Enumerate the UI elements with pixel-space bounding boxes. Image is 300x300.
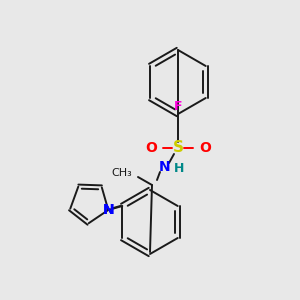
Text: O: O bbox=[145, 141, 157, 155]
Text: S: S bbox=[172, 140, 184, 155]
Text: N: N bbox=[103, 203, 114, 217]
Text: N: N bbox=[103, 203, 114, 217]
Text: CH₃: CH₃ bbox=[111, 168, 132, 178]
Text: O: O bbox=[199, 141, 211, 155]
Text: N: N bbox=[159, 160, 171, 174]
Text: H: H bbox=[174, 163, 184, 176]
Text: F: F bbox=[174, 100, 182, 112]
